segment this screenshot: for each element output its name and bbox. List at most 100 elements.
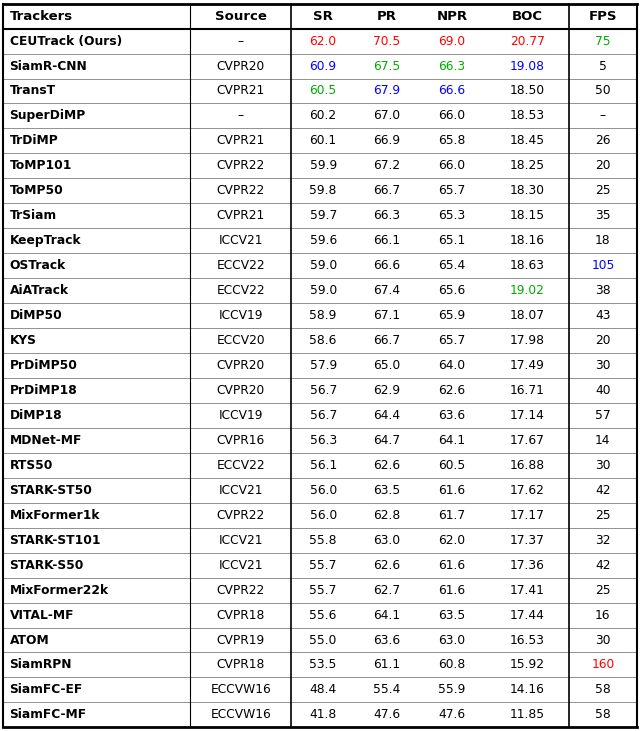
Text: 67.1: 67.1 — [373, 309, 400, 322]
Text: 62.7: 62.7 — [373, 583, 400, 596]
Text: ICCV21: ICCV21 — [218, 534, 263, 547]
Text: 19.02: 19.02 — [510, 284, 545, 297]
Text: 67.4: 67.4 — [373, 284, 400, 297]
Text: MixFormer1k: MixFormer1k — [10, 509, 100, 522]
Text: CVPR18: CVPR18 — [216, 608, 265, 621]
Text: 63.5: 63.5 — [438, 608, 466, 621]
Text: –: – — [600, 110, 606, 123]
Text: PrDiMP18: PrDiMP18 — [10, 384, 77, 397]
Text: 61.6: 61.6 — [438, 558, 466, 572]
Text: 30: 30 — [595, 459, 611, 471]
Text: Source: Source — [215, 10, 267, 23]
Text: 67.9: 67.9 — [373, 85, 400, 97]
Text: ATOM: ATOM — [10, 634, 49, 646]
Text: KYS: KYS — [10, 334, 36, 347]
Text: 18.07: 18.07 — [510, 309, 545, 322]
Text: 65.4: 65.4 — [438, 260, 466, 272]
Text: 32: 32 — [595, 534, 611, 547]
Text: 62.6: 62.6 — [373, 459, 400, 471]
Text: 66.6: 66.6 — [438, 85, 466, 97]
Text: 18.50: 18.50 — [510, 85, 545, 97]
Text: –: – — [237, 110, 244, 123]
Text: 65.1: 65.1 — [438, 234, 466, 247]
Text: 11.85: 11.85 — [510, 708, 545, 721]
Text: 62.6: 62.6 — [438, 384, 466, 397]
Text: RTS50: RTS50 — [10, 459, 53, 471]
Text: 55.9: 55.9 — [438, 683, 466, 697]
Text: SiamFC-EF: SiamFC-EF — [10, 683, 83, 697]
Text: 25: 25 — [595, 509, 611, 522]
Text: 53.5: 53.5 — [310, 659, 337, 672]
Text: 30: 30 — [595, 359, 611, 372]
Text: 60.8: 60.8 — [438, 659, 466, 672]
Text: ECCVW16: ECCVW16 — [211, 708, 271, 721]
Text: 55.6: 55.6 — [310, 608, 337, 621]
Text: TrSiam: TrSiam — [10, 209, 57, 222]
Text: DiMP18: DiMP18 — [10, 409, 62, 422]
Text: NPR: NPR — [436, 10, 468, 23]
Text: TransT: TransT — [10, 85, 56, 97]
Text: 70.5: 70.5 — [373, 34, 400, 48]
Text: 18.45: 18.45 — [510, 135, 545, 148]
Text: CVPR22: CVPR22 — [217, 583, 265, 596]
Text: 64.0: 64.0 — [438, 359, 466, 372]
Text: 64.4: 64.4 — [373, 409, 400, 422]
Text: CVPR21: CVPR21 — [217, 209, 265, 222]
Text: ICCV21: ICCV21 — [218, 558, 263, 572]
Text: 17.49: 17.49 — [510, 359, 545, 372]
Text: 69.0: 69.0 — [438, 34, 466, 48]
Text: 56.7: 56.7 — [310, 409, 337, 422]
Text: 18.16: 18.16 — [510, 234, 545, 247]
Text: STARK-S50: STARK-S50 — [10, 558, 84, 572]
Text: 67.5: 67.5 — [373, 59, 400, 72]
Text: 65.8: 65.8 — [438, 135, 466, 148]
Text: 17.62: 17.62 — [510, 484, 545, 497]
Text: 17.17: 17.17 — [510, 509, 545, 522]
Text: 64.7: 64.7 — [373, 434, 400, 447]
Text: BOC: BOC — [512, 10, 543, 23]
Text: 66.0: 66.0 — [438, 110, 466, 123]
Text: Trackers: Trackers — [10, 10, 73, 23]
Text: 64.1: 64.1 — [438, 434, 466, 447]
Text: ToMP50: ToMP50 — [10, 184, 63, 197]
Text: FPS: FPS — [589, 10, 617, 23]
Text: 58: 58 — [595, 708, 611, 721]
Text: 62.0: 62.0 — [310, 34, 337, 48]
Text: SiamFC-MF: SiamFC-MF — [10, 708, 86, 721]
Text: –: – — [237, 34, 244, 48]
Text: 63.0: 63.0 — [438, 634, 466, 646]
Text: SR: SR — [313, 10, 333, 23]
Text: ECCV22: ECCV22 — [216, 260, 265, 272]
Text: 62.8: 62.8 — [373, 509, 400, 522]
Text: CVPR18: CVPR18 — [216, 659, 265, 672]
Text: STARK-ST101: STARK-ST101 — [10, 534, 101, 547]
Text: OSTrack: OSTrack — [10, 260, 66, 272]
Text: SiamR-CNN: SiamR-CNN — [10, 59, 87, 72]
Text: 18.63: 18.63 — [510, 260, 545, 272]
Text: 47.6: 47.6 — [373, 708, 400, 721]
Text: 42: 42 — [595, 558, 611, 572]
Text: 55.0: 55.0 — [310, 634, 337, 646]
Text: 65.3: 65.3 — [438, 209, 466, 222]
Text: 62.9: 62.9 — [373, 384, 400, 397]
Text: ECCV20: ECCV20 — [216, 334, 265, 347]
Text: ICCV19: ICCV19 — [218, 309, 263, 322]
Text: 59.6: 59.6 — [310, 234, 337, 247]
Text: 18.30: 18.30 — [510, 184, 545, 197]
Text: 18.15: 18.15 — [510, 209, 545, 222]
Text: CVPR21: CVPR21 — [217, 85, 265, 97]
Text: 18.25: 18.25 — [510, 159, 545, 173]
Text: 17.67: 17.67 — [510, 434, 545, 447]
Text: 63.6: 63.6 — [373, 634, 400, 646]
Text: AiATrack: AiATrack — [10, 284, 68, 297]
Text: 15.92: 15.92 — [510, 659, 545, 672]
Text: 20: 20 — [595, 159, 611, 173]
Text: 65.6: 65.6 — [438, 284, 466, 297]
Text: ECCV22: ECCV22 — [216, 284, 265, 297]
Text: 55.7: 55.7 — [310, 583, 337, 596]
Text: VITAL-MF: VITAL-MF — [10, 608, 74, 621]
Text: 38: 38 — [595, 284, 611, 297]
Text: 5: 5 — [599, 59, 607, 72]
Text: CVPR22: CVPR22 — [217, 159, 265, 173]
Text: 16: 16 — [595, 608, 611, 621]
